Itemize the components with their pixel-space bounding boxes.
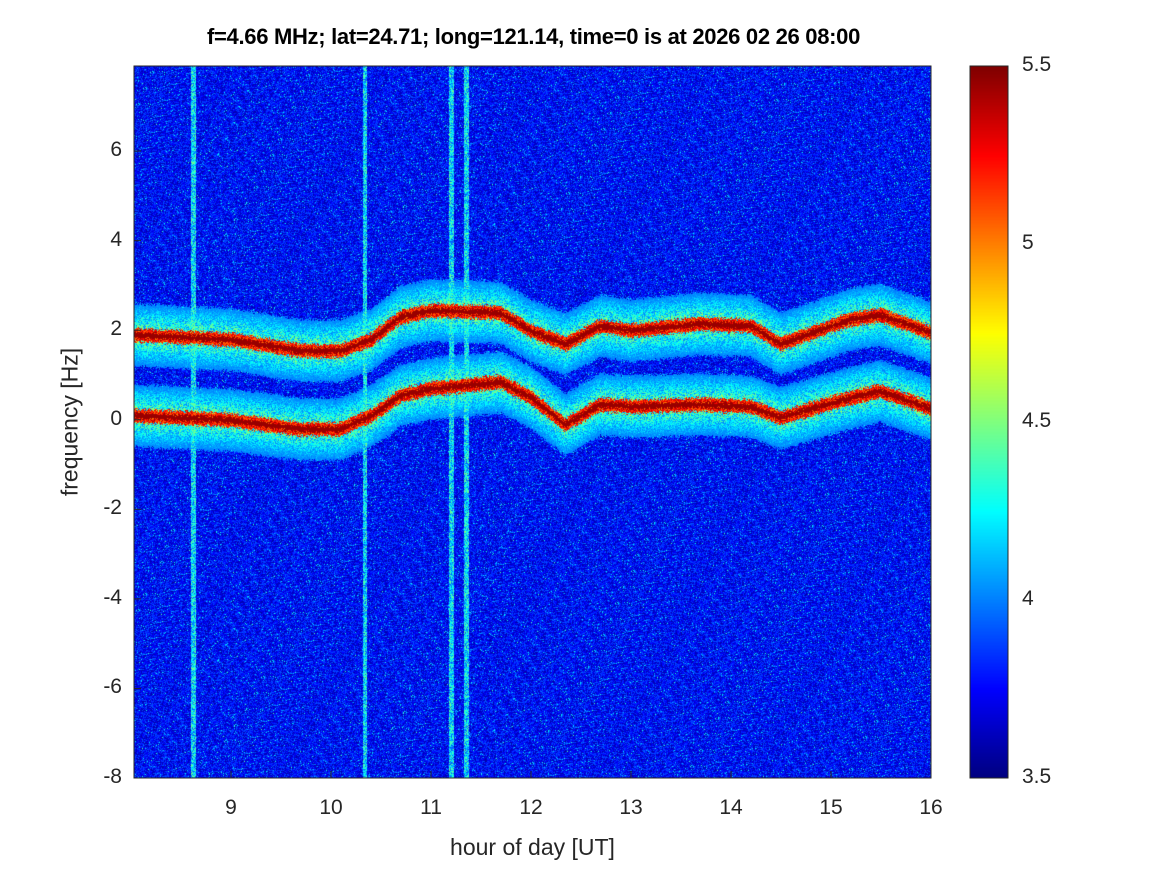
spectrogram-heatmap — [134, 66, 931, 778]
colorbar-tick-label: 5 — [1022, 231, 1034, 254]
x-tick-label: 13 — [619, 796, 643, 819]
colorbar-tick-label: 3.5 — [1022, 765, 1052, 788]
x-tick-label: 14 — [719, 796, 743, 819]
x-tick-label: 15 — [819, 796, 843, 819]
y-tick-label: -2 — [103, 496, 122, 520]
x-tick-label: 9 — [225, 796, 237, 819]
y-tick-label: 2 — [110, 317, 122, 341]
colorbar-border — [969, 65, 1009, 779]
x-tick-label: 10 — [319, 796, 343, 819]
y-tick-label: -6 — [103, 675, 122, 699]
y-axis-label: frequency [Hz] — [56, 347, 83, 497]
y-tick-label: 0 — [110, 406, 122, 430]
colorbar-tick-label: 4 — [1022, 587, 1034, 610]
x-tick-label: 11 — [420, 796, 442, 819]
colorbar — [970, 66, 1008, 778]
colorbar-tick-label: 5.5 — [1022, 53, 1052, 76]
y-tick-label: -4 — [103, 585, 122, 609]
colorbar-tick-label: 4.5 — [1022, 409, 1052, 432]
x-tick-label: 12 — [519, 796, 543, 819]
plot-border — [133, 65, 932, 779]
y-tick-label: -8 — [103, 765, 122, 788]
x-tick-label: 16 — [919, 796, 943, 819]
y-tick-label: 4 — [110, 227, 122, 251]
chart-title: f=4.66 MHz; lat=24.71; long=121.14, time… — [206, 24, 861, 49]
y-tick-label: 6 — [110, 138, 122, 162]
x-axis-label: hour of day [UT] — [450, 834, 615, 860]
